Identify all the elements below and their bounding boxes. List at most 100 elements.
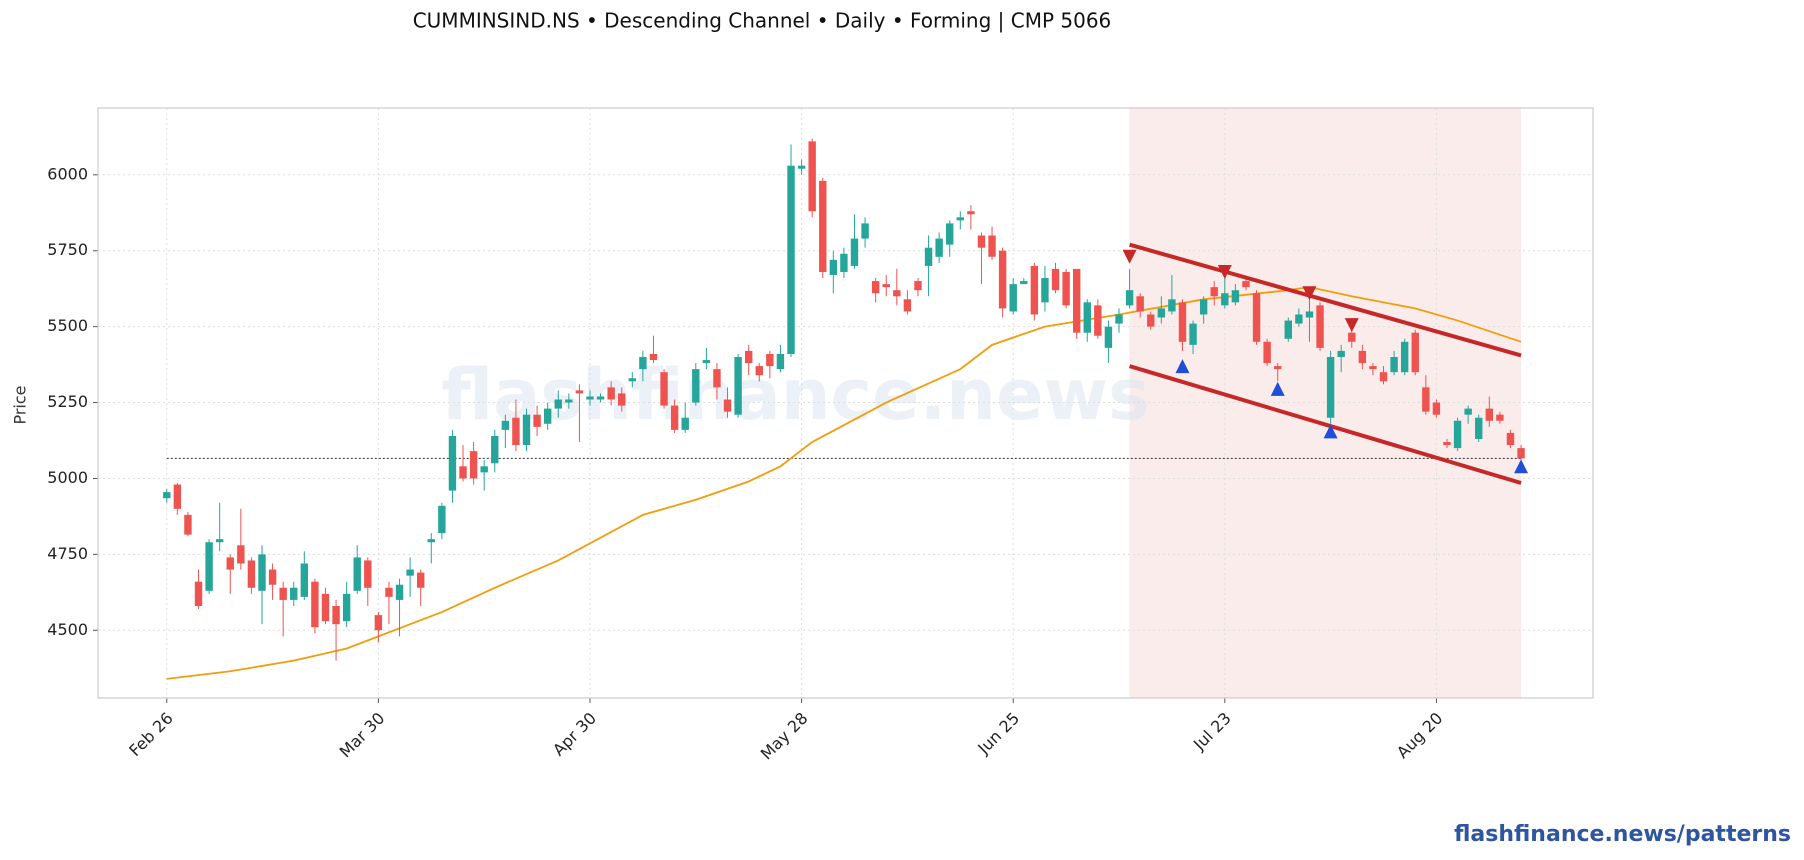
x-tick-label: Apr 30: [549, 709, 600, 760]
candle-body: [1411, 332, 1419, 373]
candle-body: [364, 560, 372, 588]
candle-body: [395, 584, 404, 600]
candle-body: [1369, 366, 1377, 370]
candle-body: [1453, 420, 1462, 449]
candle-body: [1284, 320, 1292, 339]
swing-high-marker: [1344, 318, 1359, 333]
candle-body: [1178, 302, 1187, 342]
candle-body: [1517, 448, 1525, 459]
candle-body: [1422, 387, 1430, 412]
candle-body: [406, 569, 414, 576]
candle-body: [1274, 366, 1282, 370]
channel-lower: [1129, 364, 1522, 485]
candle-body: [173, 484, 182, 509]
y-tick-label: 4750: [47, 544, 88, 563]
candle-body: [967, 211, 975, 215]
x-tick-label: May 28: [757, 709, 812, 764]
candle-body: [459, 466, 467, 479]
candle-body: [1115, 314, 1123, 324]
candle-body: [861, 223, 869, 239]
swing-high-marker: [1217, 264, 1232, 279]
candle-body: [1136, 296, 1144, 312]
candle-body: [480, 466, 488, 473]
candle-body: [1506, 432, 1515, 446]
swing-low-marker: [1175, 359, 1190, 374]
candle-body: [1358, 350, 1367, 364]
candle-body: [1464, 408, 1472, 415]
channel-upper: [1129, 242, 1522, 358]
candle-body: [829, 259, 838, 276]
y-tick-label: 6000: [47, 164, 88, 183]
candle-body: [607, 387, 615, 400]
candle-body: [1189, 323, 1197, 345]
candle-body: [1390, 356, 1398, 373]
candle-body: [1326, 356, 1335, 418]
candle-body: [1305, 311, 1314, 318]
candle-body: [744, 350, 753, 364]
candle-body: [596, 396, 605, 400]
candle-body: [438, 505, 446, 534]
candle-body: [998, 250, 1007, 309]
candle-body: [797, 165, 806, 169]
candle-body: [1348, 332, 1356, 342]
candle-body: [977, 235, 986, 248]
candle-body: [1432, 402, 1441, 415]
candle-body: [871, 281, 880, 294]
candle-body: [946, 223, 954, 245]
candle-body: [670, 405, 679, 430]
x-tick-label: Feb 26: [125, 709, 176, 760]
candle-body: [1157, 308, 1166, 318]
candle-body: [501, 420, 510, 430]
candle-body: [850, 238, 859, 266]
candle-body: [1337, 350, 1345, 357]
candle-body: [1030, 265, 1039, 315]
candle-body: [1062, 271, 1070, 306]
chart-title: CUMMINSIND.NS • Descending Channel • Dai…: [413, 9, 1112, 33]
candle-body: [914, 281, 922, 291]
candle-body: [448, 435, 457, 491]
y-tick-label: 5000: [47, 468, 88, 487]
candle-body: [1263, 341, 1271, 364]
candle-body: [194, 581, 203, 606]
candle-body: [1316, 305, 1324, 348]
candle-body: [385, 587, 393, 597]
candle-body: [1020, 281, 1028, 285]
swing-low-marker: [1323, 424, 1338, 439]
candle-body: [1252, 293, 1261, 342]
footer-link: flashfinance.news/patterns: [1454, 822, 1791, 847]
x-tick-label: Aug 20: [1393, 709, 1447, 763]
candle-body: [215, 539, 224, 543]
candle-body: [1083, 302, 1091, 333]
candle-body: [184, 514, 192, 535]
candle-body: [522, 414, 531, 446]
candle-body: [766, 353, 774, 367]
candle-body: [1485, 408, 1494, 421]
candle-body: [713, 369, 721, 388]
candle-body: [1231, 290, 1240, 303]
candle-body: [681, 417, 689, 430]
candle-body: [660, 372, 668, 406]
candle-body: [702, 360, 711, 364]
candle-body: [565, 399, 573, 403]
candle-body: [554, 399, 562, 409]
candle-body: [491, 435, 499, 464]
candle-body: [1496, 414, 1504, 421]
candle-body: [956, 217, 964, 221]
x-tick-label: Jul 23: [1189, 709, 1235, 755]
candle-body: [427, 539, 435, 543]
candle-body: [1379, 372, 1388, 382]
candle-body: [1094, 305, 1102, 336]
candle-body: [247, 560, 256, 588]
x-tick-label: Jun 25: [973, 709, 1023, 759]
candle-body: [618, 393, 626, 406]
candle-body: [586, 396, 594, 400]
candle-body: [1147, 314, 1155, 327]
candle-body: [1104, 326, 1113, 348]
swing-high-marker: [1302, 286, 1317, 301]
y-axis-label: Price: [11, 385, 30, 424]
candle-body: [300, 563, 309, 597]
candle-body: [1009, 284, 1017, 312]
candle-body: [311, 581, 319, 628]
